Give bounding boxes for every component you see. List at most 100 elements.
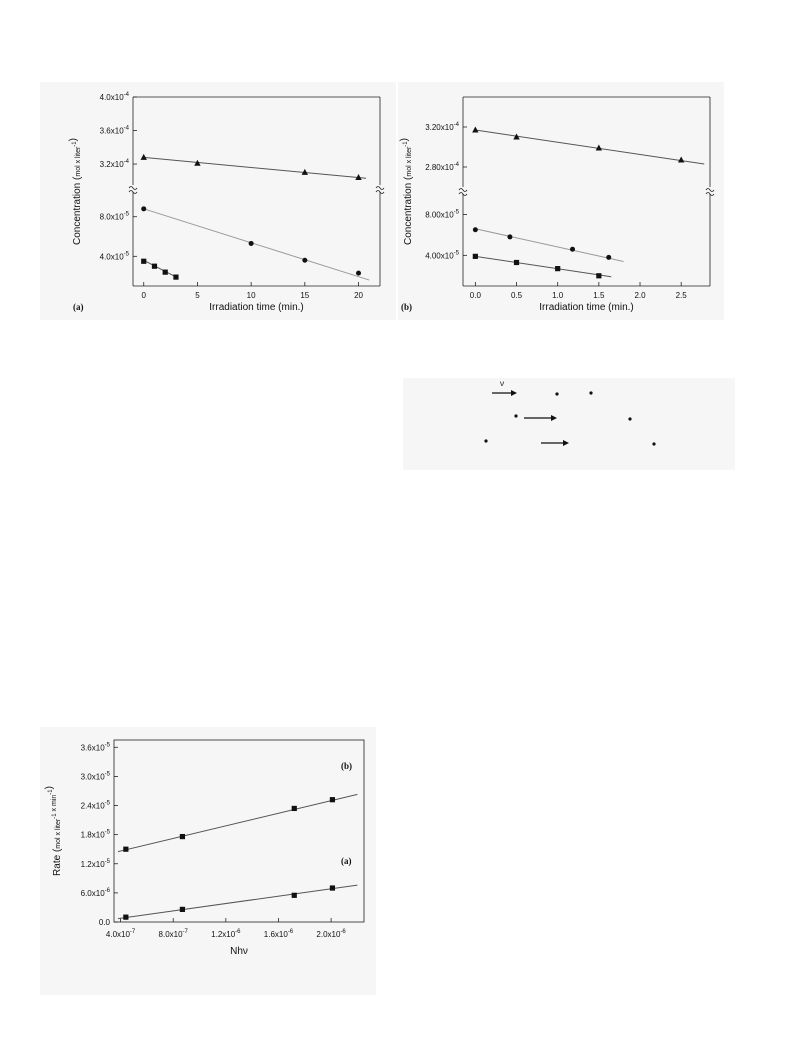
x-tick-label: 1.6x10-6 <box>264 929 294 939</box>
x-tick-label: 1.2x10-6 <box>211 929 241 939</box>
chart-rate-background <box>40 727 376 995</box>
data-point-square <box>291 892 297 898</box>
data-point-triangle <box>140 153 147 160</box>
y-tick-label: 3.2x10-4 <box>100 159 130 169</box>
x-axis-label: Irradiation time (min.) <box>539 302 633 313</box>
chart-b: 2.80x10-4 3.20x10-4 4.00x10-5 8.00x10-5 0.0 0… <box>399 96 715 313</box>
arrow-head <box>563 440 569 446</box>
axis-break-mark-left <box>458 192 468 196</box>
y-tick-label: 2.80x10-4 <box>425 162 459 172</box>
data-point-circle <box>141 206 147 212</box>
y-axis-label: Rate (mol x liter-1 x min-1) <box>44 786 63 876</box>
y-tick-label: 6.0x10-6 <box>81 888 111 898</box>
radical-dot <box>555 392 559 396</box>
y-tick-label: 0.0 <box>99 918 111 927</box>
y-tick-label: 4.00x10-5 <box>425 250 459 260</box>
data-point-square <box>179 833 186 840</box>
x-axis-label: Nhν <box>230 946 248 957</box>
reaction-scheme: ν <box>484 379 656 446</box>
panel-label: (b) <box>401 302 412 312</box>
arrow-head <box>511 390 517 396</box>
chart-b-background <box>398 82 724 320</box>
y-tick-label: 1.2x10-5 <box>81 859 111 869</box>
data-point-square <box>329 797 336 803</box>
y-tick-label: 8.0x10-5 <box>100 212 130 222</box>
data-point-square <box>151 263 158 269</box>
y-tick-label: 8.00x10-5 <box>425 209 459 219</box>
data-point-circle <box>472 227 478 233</box>
data-point-square <box>291 805 297 812</box>
x-axis-label: Irradiation time (min.) <box>209 302 303 313</box>
data-point-square <box>513 259 520 266</box>
y-tick-label: 3.6x10-4 <box>100 126 130 136</box>
fit-line-triangle <box>475 129 705 165</box>
x-tick-label: 20 <box>354 291 363 300</box>
x-tick-label: 1.5 <box>593 291 605 300</box>
data-point-circle <box>570 246 576 252</box>
radical-dot <box>628 417 632 421</box>
axis-break-mark-left <box>458 188 468 192</box>
nu-label: ν <box>500 379 504 388</box>
axis-break-mark-left <box>128 186 138 190</box>
plot-frame <box>113 739 365 923</box>
data-point-triangle <box>301 168 309 175</box>
axis-break-mark-right <box>375 190 385 194</box>
y-axis-label: Concentration (mol x liter-1) <box>399 138 414 245</box>
x-tick-label: 10 <box>247 291 256 300</box>
axis-break-mark-right <box>705 192 715 196</box>
y-tick-label: 3.6x10-5 <box>81 742 111 752</box>
radical-dot <box>514 414 518 418</box>
y-tick-label: 3.20x10-4 <box>425 122 459 132</box>
y-axis-label: Concentration (mol x liter-1) <box>68 138 83 245</box>
fit-line-square <box>475 255 612 278</box>
data-point-circle <box>356 270 362 276</box>
annotation-a: (a) <box>341 856 352 866</box>
data-point-square <box>162 269 168 275</box>
x-tick-label: 15 <box>300 291 309 300</box>
fit-line <box>117 793 358 853</box>
x-tick-label: 2.0x10-6 <box>316 929 346 939</box>
data-point-square <box>123 846 129 852</box>
axis-break-mark-right <box>375 186 385 190</box>
y-tick-label: 4.0x10-4 <box>100 92 130 102</box>
y-tick-label: 2.4x10-5 <box>81 801 111 811</box>
x-tick-label: 0.5 <box>511 291 523 300</box>
data-point-triangle <box>595 144 603 151</box>
x-tick-label: 0 <box>142 291 147 300</box>
chart-rate-vs-nhv: 0.0 6.0x10-6 1.2x10-5 1.8x10-5 2.4x10-5 3.0x1… <box>44 739 365 957</box>
x-tick-label: 2.5 <box>676 291 688 300</box>
data-point-circle <box>302 257 308 263</box>
x-tick-label: 1.0 <box>552 291 564 300</box>
data-point-square <box>329 885 336 891</box>
data-point-triangle <box>513 133 520 140</box>
data-point-triangle <box>355 173 362 180</box>
data-point-triangle <box>472 126 479 133</box>
radical-dot <box>589 391 593 395</box>
data-point-square <box>141 258 147 264</box>
annotation-b: (b) <box>341 761 352 771</box>
chart-a: 3.2x10-4 3.6x10-4 4.0x10-4 4.0x10-5 8.0x10-5… <box>68 92 385 313</box>
radical-dot <box>484 439 488 443</box>
data-point-square <box>472 253 478 259</box>
fit-line <box>117 884 358 920</box>
data-point-square <box>596 273 602 279</box>
axis-break-mark-left <box>128 190 138 194</box>
fit-line-circle <box>143 208 370 281</box>
x-tick-label: 0.0 <box>470 291 482 300</box>
data-point-triangle <box>677 156 685 163</box>
scheme-background <box>403 378 735 470</box>
data-point-square <box>179 906 186 912</box>
x-tick-label: 4.0x10-7 <box>106 929 136 939</box>
x-tick-label: 5 <box>195 291 200 300</box>
panel-label: (a) <box>73 302 84 312</box>
data-point-circle <box>248 240 254 246</box>
fit-line-triangle <box>143 156 367 179</box>
axis-break-mark-right <box>705 188 715 192</box>
fit-line-circle <box>475 228 624 262</box>
data-point-circle <box>606 254 612 260</box>
y-tick-label: 4.0x10-5 <box>100 251 130 261</box>
x-tick-label: 2.0 <box>634 291 646 300</box>
data-point-triangle <box>194 159 201 166</box>
x-tick-label: 8.0x10-7 <box>159 929 189 939</box>
